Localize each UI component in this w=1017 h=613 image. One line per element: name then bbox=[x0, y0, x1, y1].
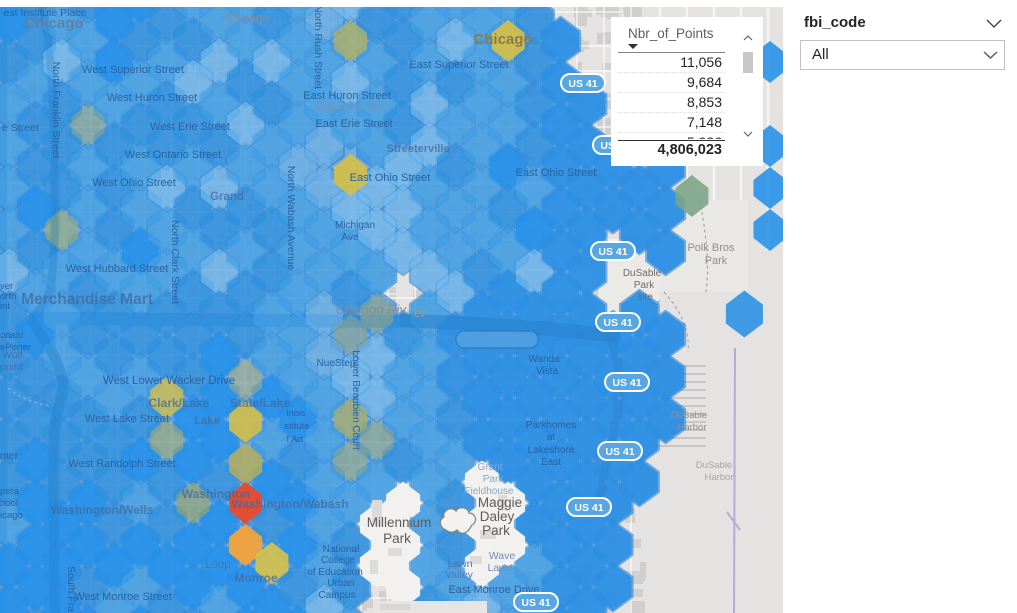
svg-text:stitute: stitute bbox=[284, 421, 309, 432]
svg-text:f Art: f Art bbox=[287, 434, 304, 445]
svg-text:North Clark Street: North Clark Street bbox=[169, 220, 181, 304]
svg-text:Park: Park bbox=[483, 474, 505, 485]
svg-text:US 41: US 41 bbox=[568, 78, 597, 90]
svg-text:Lake: Lake bbox=[194, 415, 219, 427]
svg-text:Washington/Wabash: Washington/Wabash bbox=[231, 497, 348, 511]
svg-text:West Monroe Street: West Monroe Street bbox=[74, 591, 172, 603]
svg-text:East Huron Street: East Huron Street bbox=[303, 90, 390, 102]
svg-text:US 41: US 41 bbox=[605, 446, 634, 458]
svg-text:Washington/Wells: Washington/Wells bbox=[51, 503, 154, 517]
svg-text:DuSable: DuSable bbox=[623, 268, 662, 279]
svg-text:South Fra: South Fra bbox=[65, 566, 77, 612]
svg-text:West Ontario Street: West Ontario Street bbox=[125, 149, 221, 161]
svg-text:East Erie Street: East Erie Street bbox=[315, 118, 392, 130]
svg-text:Park: Park bbox=[383, 531, 411, 546]
svg-text:Chicago: Chicago bbox=[225, 11, 269, 25]
svg-text:Valley: Valley bbox=[445, 569, 474, 581]
svg-text:Campus: Campus bbox=[318, 590, 355, 601]
svg-text:Chicago: Chicago bbox=[473, 31, 532, 48]
svg-text:hool: hool bbox=[0, 498, 18, 509]
svg-text:Harbor: Harbor bbox=[677, 422, 706, 433]
svg-text:Chicago: Chicago bbox=[24, 15, 83, 32]
svg-text:point: point bbox=[0, 361, 23, 373]
svg-text:West Randolph Street: West Randolph Street bbox=[68, 458, 175, 470]
svg-text:icago: icago bbox=[0, 510, 23, 521]
svg-text:Chicago Riv: Chicago Riv bbox=[336, 302, 408, 317]
svg-text:US 41: US 41 bbox=[612, 377, 641, 389]
svg-text:DuSable: DuSable bbox=[696, 460, 732, 471]
svg-text:Harbor: Harbor bbox=[704, 472, 733, 483]
svg-text:DuSable: DuSable bbox=[671, 410, 707, 421]
svg-text:Streeterville: Streeterville bbox=[387, 143, 450, 155]
svg-text:State/Lake: State/Lake bbox=[230, 396, 290, 410]
svg-text:NueStep: NueStep bbox=[317, 358, 356, 369]
svg-text:West Ohio Street: West Ohio Street bbox=[92, 177, 176, 189]
svg-text:North Rush Street: North Rush Street bbox=[312, 7, 324, 89]
svg-text:US 41: US 41 bbox=[574, 502, 603, 514]
svg-text:Urban: Urban bbox=[327, 578, 354, 589]
svg-text:Monroe: Monroe bbox=[234, 571, 278, 585]
svg-text:East: East bbox=[541, 457, 561, 468]
svg-text:East Superior Street: East Superior Street bbox=[409, 59, 508, 71]
svg-text:ver: ver bbox=[0, 281, 13, 292]
svg-text:ePorter: ePorter bbox=[0, 342, 31, 353]
svg-text:Washington: Washington bbox=[182, 487, 250, 501]
svg-text:Fieldhouse: Fieldhouse bbox=[465, 486, 514, 497]
svg-text:Grant: Grant bbox=[477, 462, 502, 473]
svg-text:College: College bbox=[321, 555, 355, 566]
svg-text:e Street: e Street bbox=[2, 122, 39, 134]
svg-text:North Franklin Street: North Franklin Street bbox=[50, 62, 62, 159]
svg-text:site: site bbox=[637, 292, 653, 303]
svg-text:Maggie: Maggie bbox=[478, 495, 522, 510]
svg-text:Park: Park bbox=[634, 280, 656, 291]
svg-text:at: at bbox=[547, 432, 556, 443]
svg-text:Wave: Wave bbox=[489, 550, 516, 562]
svg-text:North Wabash Avenue: North Wabash Avenue bbox=[285, 166, 297, 271]
svg-text:er: er bbox=[414, 305, 426, 320]
svg-text:Park: Park bbox=[705, 255, 728, 267]
svg-text:West Superior Street: West Superior Street bbox=[82, 64, 184, 76]
svg-text:Merchandise Mart: Merchandise Mart bbox=[21, 291, 153, 308]
svg-text:West Hubbard Street: West Hubbard Street bbox=[66, 263, 169, 275]
svg-text:Lawn: Lawn bbox=[487, 562, 512, 574]
svg-text:of Education: of Education bbox=[307, 567, 363, 578]
svg-text:West Lower Wacker Drive: West Lower Wacker Drive bbox=[103, 375, 235, 387]
svg-text:Parkhomes: Parkhomes bbox=[526, 420, 577, 431]
svg-text:inois: inois bbox=[286, 408, 306, 419]
svg-text:East Ohio Street: East Ohio Street bbox=[350, 172, 431, 184]
svg-text:Magnificent Mile: Magnificent Mile bbox=[316, 102, 389, 113]
svg-text:Park: Park bbox=[482, 523, 510, 538]
svg-text:onald: onald bbox=[0, 330, 23, 341]
svg-text:US 41: US 41 bbox=[603, 317, 632, 329]
svg-text:Grand: Grand bbox=[210, 191, 244, 203]
svg-text:National: National bbox=[323, 544, 360, 555]
svg-text:US 41: US 41 bbox=[521, 597, 550, 609]
svg-text:East Ohio Street: East Ohio Street bbox=[516, 167, 597, 179]
svg-text:Polk Bros: Polk Bros bbox=[687, 242, 735, 254]
svg-text:Lakeshore: Lakeshore bbox=[528, 445, 575, 456]
svg-text:West Erie Street: West Erie Street bbox=[150, 121, 230, 133]
svg-text:Clark/Lake: Clark/Lake bbox=[149, 396, 210, 410]
svg-text:Daley: Daley bbox=[480, 509, 515, 524]
svg-text:Michigan: Michigan bbox=[335, 220, 375, 231]
svg-text:Lawn: Lawn bbox=[447, 558, 472, 570]
svg-text:Lower Beaubien Court: Lower Beaubien Court bbox=[350, 350, 361, 450]
svg-text:int: int bbox=[0, 301, 10, 312]
svg-text:Vista: Vista bbox=[536, 366, 558, 377]
svg-text:orth: orth bbox=[0, 291, 16, 302]
svg-text:Wanda: Wanda bbox=[528, 354, 560, 365]
svg-text:Wolf: Wolf bbox=[2, 349, 23, 361]
svg-text:West Lake Street: West Lake Street bbox=[85, 413, 169, 425]
svg-text:Loop: Loop bbox=[205, 559, 231, 571]
svg-text:West Huron Street: West Huron Street bbox=[107, 92, 197, 104]
svg-text:Millennium: Millennium bbox=[367, 515, 432, 530]
svg-text:nter: nter bbox=[0, 450, 19, 462]
svg-text:est Institute Place: est Institute Place bbox=[4, 7, 87, 19]
svg-text:Ave: Ave bbox=[341, 232, 358, 243]
svg-text:pera: pera bbox=[0, 486, 20, 497]
svg-text:East Monroe Drive: East Monroe Drive bbox=[448, 584, 539, 596]
svg-text:US 41: US 41 bbox=[598, 246, 627, 258]
